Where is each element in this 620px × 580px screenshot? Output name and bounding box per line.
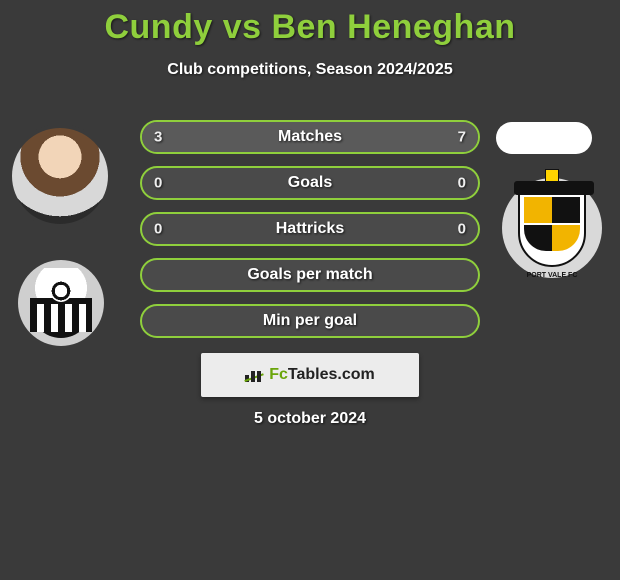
stat-label: Hattricks <box>276 220 344 238</box>
stat-value-right: 0 <box>458 221 466 238</box>
page-title: Cundy vs Ben Heneghan <box>0 0 620 47</box>
stat-bar: 0 0 Goals <box>140 166 480 200</box>
stat-label: Matches <box>278 128 342 146</box>
player-left-club-badge <box>18 260 104 346</box>
brand-text: FcTables.com <box>269 366 375 384</box>
stat-value-left: 0 <box>154 221 162 238</box>
stat-value-left: 3 <box>154 129 162 146</box>
chart-icon <box>245 368 263 382</box>
page-subtitle: Club competitions, Season 2024/2025 <box>0 61 620 79</box>
date-label: 5 october 2024 <box>0 410 620 428</box>
stat-label: Goals per match <box>247 266 372 284</box>
player-right-photo-placeholder <box>496 122 592 154</box>
stat-bar: 0 0 Hattricks <box>140 212 480 246</box>
stat-label: Goals <box>288 174 332 192</box>
stat-bars: 3 7 Matches 0 0 Goals 0 0 Hattricks Goals per mat… <box>140 120 480 350</box>
stat-value-right: 0 <box>458 175 466 192</box>
stat-bar: Min per goal <box>140 304 480 338</box>
stat-bar: Goals per match <box>140 258 480 292</box>
player-left-photo <box>8 124 112 228</box>
stat-value-left: 0 <box>154 175 162 192</box>
brand-box[interactable]: FcTables.com <box>201 353 419 397</box>
comparison-infographic: Cundy vs Ben Heneghan Club competitions,… <box>0 0 620 580</box>
stat-bar: 3 7 Matches <box>140 120 480 154</box>
player-right-club-badge: PORT VALE FC <box>502 178 602 278</box>
stat-label: Min per goal <box>263 312 357 330</box>
stat-value-right: 7 <box>458 129 466 146</box>
